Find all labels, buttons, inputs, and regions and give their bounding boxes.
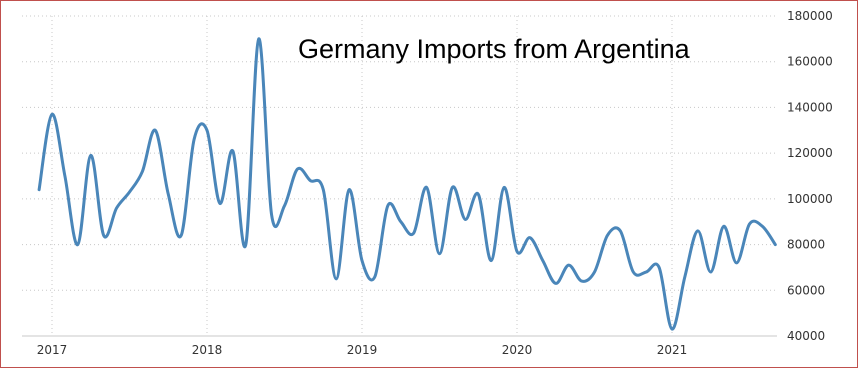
- x-tick-label: 2021: [657, 343, 688, 357]
- x-tick-label: 2019: [347, 343, 378, 357]
- y-tick-label: 100000: [787, 192, 833, 206]
- y-axis: 40000 60000 80000 100000 120000 140000 160000 1…: [787, 9, 833, 343]
- y-tick-label: 160000: [787, 55, 833, 69]
- y-tick-label: 40000: [787, 329, 825, 343]
- y-tick-label: 120000: [787, 146, 833, 160]
- chart-title: Germany Imports from Argentina: [298, 34, 691, 64]
- y-tick-label: 60000: [787, 283, 825, 297]
- x-tick-label: 2018: [192, 343, 223, 357]
- grid: [22, 15, 777, 337]
- y-tick-label: 140000: [787, 100, 833, 114]
- x-axis: 2017 2018 2019 2020 2021: [37, 343, 688, 357]
- series-line: [37, 37, 777, 331]
- y-tick-label: 180000: [787, 9, 833, 23]
- y-tick-label: 80000: [787, 238, 825, 252]
- series-layer: [37, 37, 777, 331]
- x-tick-label: 2017: [37, 343, 68, 357]
- x-tick-label: 2020: [502, 343, 533, 357]
